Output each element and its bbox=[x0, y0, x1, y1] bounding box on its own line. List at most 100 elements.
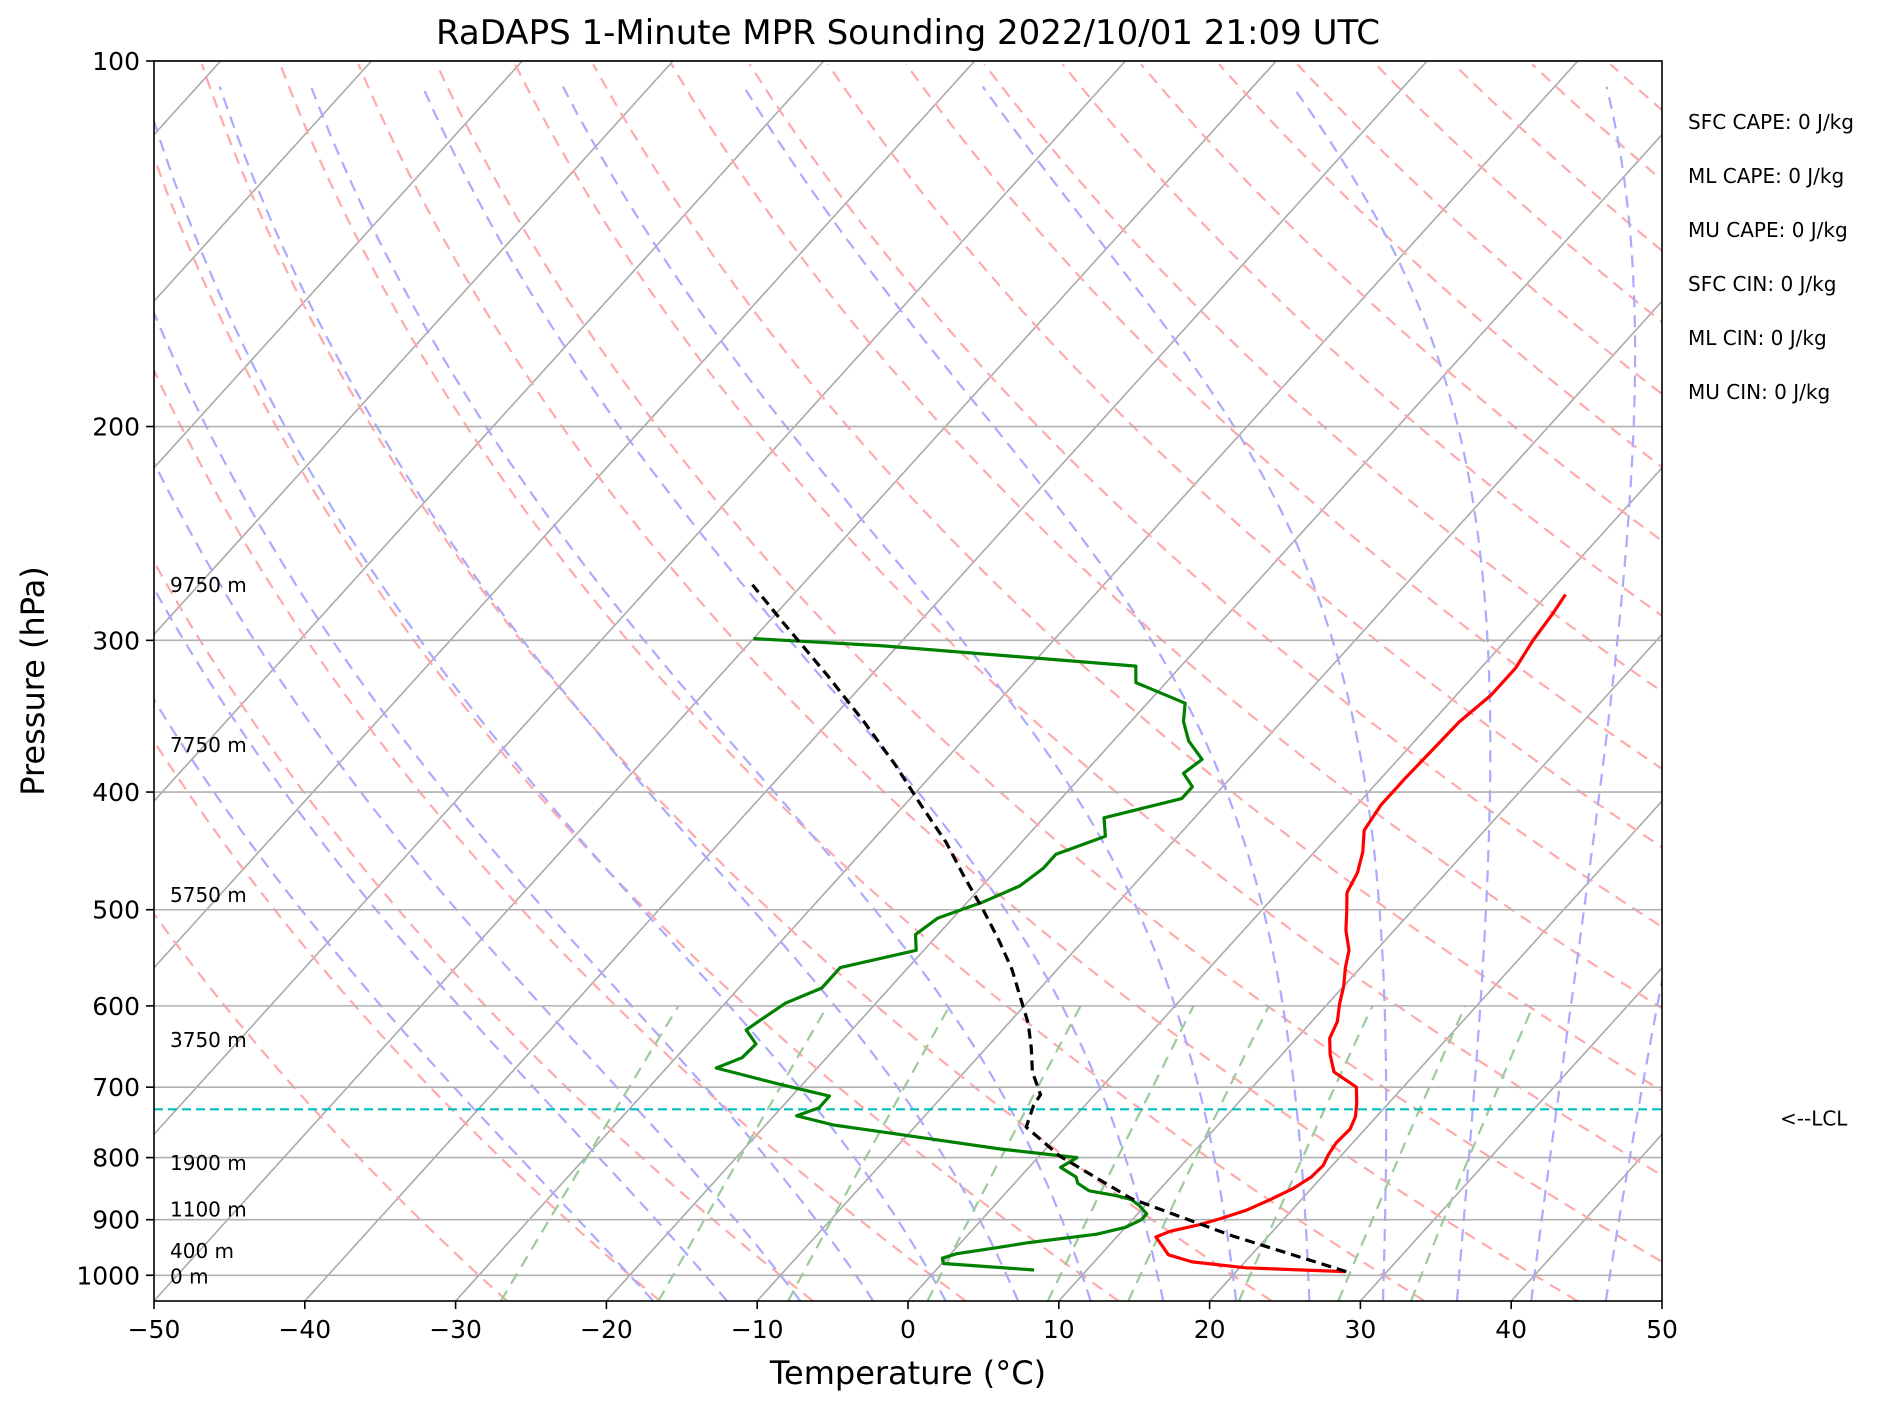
background-lines bbox=[154, 61, 1662, 1301]
height-label: 9750 m bbox=[170, 573, 247, 597]
x-axis-ticks: −50 −40 −30 −20 −10 0 10 20 30 40 50 bbox=[128, 1301, 1678, 1344]
x-tick-label: −40 bbox=[278, 1315, 331, 1344]
moist-adiabat bbox=[154, 697, 655, 1301]
stability-index: SFC CIN: 0 J/kg bbox=[1688, 272, 1836, 296]
isotherm bbox=[154, 61, 825, 803]
isotherm bbox=[154, 61, 1277, 1301]
x-tick-label: −50 bbox=[128, 1315, 181, 1344]
y-tick-label: 200 bbox=[92, 413, 140, 442]
dry-adiabat bbox=[154, 912, 508, 1301]
dry-adiabat bbox=[200, 63, 1273, 1301]
dewpoint-profile bbox=[714, 637, 1204, 1272]
y-tick-label: 400 bbox=[92, 778, 140, 807]
isotherm bbox=[756, 300, 1662, 1301]
height-labels: 9750 m 7750 m 5750 m 3750 m 1900 m 1100 m 400 … bbox=[170, 573, 247, 1289]
y-tick-label: 300 bbox=[92, 626, 140, 655]
moist-adiabat bbox=[981, 86, 1388, 1301]
height-label: 3750 m bbox=[170, 1028, 247, 1052]
mixing-ratio-line bbox=[1127, 1005, 1270, 1301]
x-tick-label: −10 bbox=[731, 1315, 784, 1344]
moist-adiabat bbox=[154, 586, 728, 1301]
mixing-ratio-line bbox=[926, 1005, 1082, 1301]
isotherm bbox=[304, 61, 1428, 1301]
moist-adiabat bbox=[562, 86, 1238, 1301]
x-tick-label: 30 bbox=[1344, 1315, 1376, 1344]
mixing-ratio-line bbox=[1337, 1005, 1467, 1301]
isotherm bbox=[154, 61, 523, 470]
x-tick-label: 10 bbox=[1043, 1315, 1075, 1344]
y-tick-label: 600 bbox=[92, 992, 140, 1021]
stability-indices: SFC CAPE: 0 J/kg ML CAPE: 0 J/kg MU CAPE: … bbox=[1688, 110, 1854, 404]
chart-title: RaDAPS 1-Minute MPR Sounding 2022/10/01 … bbox=[436, 13, 1380, 53]
x-axis-label: Temperature (°C) bbox=[769, 1354, 1046, 1392]
moist-adiabat bbox=[1530, 86, 1637, 1301]
moist-adiabat bbox=[421, 86, 1165, 1301]
y-tick-label: 500 bbox=[92, 896, 140, 925]
stability-index: ML CAPE: 0 J/kg bbox=[1688, 164, 1844, 188]
parcel-profile bbox=[751, 583, 1347, 1274]
moist-adiabat bbox=[1604, 974, 1662, 1301]
height-label: 5750 m bbox=[170, 883, 247, 907]
height-label: 0 m bbox=[170, 1264, 209, 1288]
stability-index: MU CAPE: 0 J/kg bbox=[1688, 218, 1848, 242]
isotherm bbox=[1209, 799, 1662, 1301]
y-axis-label: Pressure (hPa) bbox=[14, 566, 52, 796]
dry-adiabat bbox=[592, 63, 1662, 1093]
mixing-ratio-line bbox=[1409, 1005, 1535, 1301]
dry-adiabat bbox=[279, 63, 1426, 1301]
mixing-ratio-line bbox=[499, 1005, 680, 1301]
moist-adiabat bbox=[154, 117, 947, 1301]
y-tick-label: 100 bbox=[92, 47, 140, 76]
dry-adiabat bbox=[154, 739, 661, 1301]
height-label: 7750 m bbox=[170, 733, 247, 757]
dry-adiabat bbox=[357, 63, 1579, 1301]
dry-adiabat bbox=[826, 63, 1662, 849]
moist-adiabat bbox=[154, 459, 802, 1301]
x-tick-label: 50 bbox=[1646, 1315, 1678, 1344]
moist-adiabat bbox=[154, 310, 875, 1301]
isotherm bbox=[154, 61, 976, 969]
stability-index: SFC CAPE: 0 J/kg bbox=[1688, 110, 1854, 134]
dry-adiabat bbox=[983, 63, 1662, 693]
x-tick-label: −30 bbox=[429, 1315, 482, 1344]
isotherm bbox=[1359, 966, 1662, 1301]
dry-adiabat bbox=[154, 153, 1120, 1301]
height-label: 1900 m bbox=[170, 1151, 247, 1175]
x-tick-label: −20 bbox=[580, 1315, 633, 1344]
moist-adiabat bbox=[742, 86, 1311, 1301]
y-tick-label: 800 bbox=[92, 1144, 140, 1173]
isotherm bbox=[605, 133, 1662, 1301]
moist-adiabat bbox=[1292, 86, 1492, 1301]
stability-index: MU CIN: 0 J/kg bbox=[1688, 380, 1830, 404]
dry-adiabat bbox=[1374, 63, 1662, 324]
stability-index: ML CIN: 0 J/kg bbox=[1688, 326, 1827, 350]
dry-adiabat bbox=[1061, 63, 1662, 618]
dry-adiabat bbox=[435, 63, 1662, 1264]
data-series bbox=[714, 583, 1567, 1274]
moist-adiabat bbox=[309, 86, 1092, 1301]
y-tick-label: 900 bbox=[92, 1206, 140, 1235]
isotherm bbox=[455, 61, 1579, 1301]
y-tick-label: 1000 bbox=[76, 1261, 140, 1290]
pressure-gridlines bbox=[154, 60, 1662, 1277]
y-tick-label: 700 bbox=[92, 1073, 140, 1102]
isotherm bbox=[154, 61, 372, 303]
mixing-ratio-line bbox=[1237, 1005, 1374, 1301]
height-label: 1100 m bbox=[170, 1198, 247, 1222]
x-tick-label: 0 bbox=[900, 1315, 916, 1344]
y-axis-ticks: 1000 900 800 700 600 500 400 300 200 100 bbox=[76, 47, 154, 1290]
dry-adiabat bbox=[513, 63, 1662, 1177]
isotherm bbox=[154, 61, 1126, 1136]
lcl-label: <--LCL bbox=[1780, 1106, 1848, 1130]
x-tick-label: 40 bbox=[1495, 1315, 1527, 1344]
dry-adiabat bbox=[748, 63, 1662, 929]
lcl-line: <--LCL bbox=[154, 1106, 1848, 1130]
isotherm bbox=[907, 466, 1662, 1301]
x-tick-label: 20 bbox=[1194, 1315, 1226, 1344]
isotherm bbox=[154, 61, 674, 636]
mixing-ratio-line bbox=[657, 1005, 829, 1301]
mixing-ratio-line bbox=[1046, 1005, 1195, 1301]
dry-adiabat bbox=[905, 63, 1662, 771]
isotherm bbox=[1058, 633, 1662, 1301]
